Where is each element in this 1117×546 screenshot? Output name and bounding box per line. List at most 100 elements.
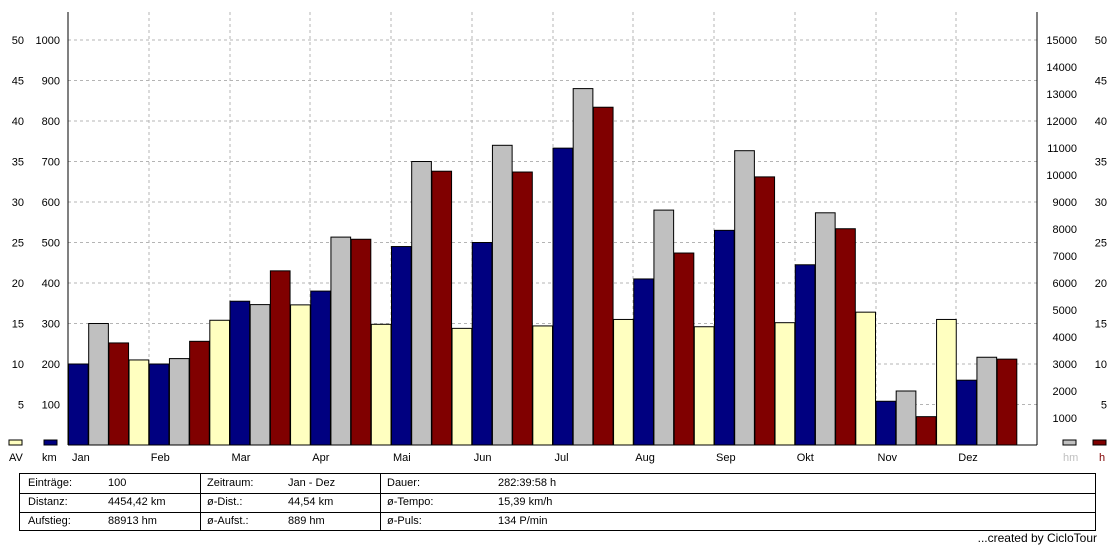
x-tick-label-Mar: Mar [232,452,251,464]
bar-AV-Feb [128,359,150,446]
stats-value: 88913 hm [108,515,157,527]
bar-hm-Jan [88,323,109,446]
left-outer-tick-label: 15 [12,319,24,331]
bar-h-Aug [673,252,695,446]
left-inner-tick-label: 700 [42,157,60,169]
x-tick-label-Jun: Jun [474,452,492,464]
left-inner-tick-label: 100 [42,400,60,412]
bar-hm-Apr [330,236,352,446]
bar-hm-Feb [168,358,190,446]
bar-h-Nov [915,416,937,446]
right-outer-tick-label: 14000 [1046,62,1077,74]
left-outer-tick-label: 45 [12,76,24,88]
x-tick-label-Aug: Aug [635,452,655,464]
bar-h-Mai [431,170,453,446]
right-outer-tick-label: 7000 [1053,251,1077,263]
bar-h-Dez [996,358,1018,446]
legend-swatch-km [43,439,58,446]
left-inner-tick-label: 800 [42,116,60,128]
legend-swatch-h [1092,439,1107,446]
right-outer-tick-label: 12000 [1046,116,1077,128]
bar-AV-Sep [693,326,715,446]
stats-table: Einträge: 100 Zeitraum: Jan - Dez Dauer: 282:… [19,473,1096,531]
bar-km-Dez [956,379,977,446]
bar-AV-Mai [370,323,392,446]
bar-km-Feb [148,363,170,446]
legend-label-hm: hm [1063,452,1078,464]
right-inner-tick-label: 50 [1095,35,1107,47]
left-inner-tick-label: 400 [42,278,60,290]
bar-h-Jan [108,342,130,446]
right-outer-tick-label: 5000 [1053,305,1077,317]
bar-km-Nov [875,400,897,446]
stats-value: 15,39 km/h [498,496,553,508]
bar-AV-Jul [532,325,553,446]
x-tick-label-Nov: Nov [878,452,898,464]
x-tick-label-Apr: Apr [312,452,329,464]
stats-label: ø-Puls: [387,515,422,527]
bar-h-Feb [189,340,210,446]
left-inner-tick-label: 1000 [36,35,60,47]
bar-h-Sep [754,176,776,446]
stats-label: Aufstieg: [28,515,71,527]
bar-AV-Jun [451,327,473,446]
stats-label: ø-Tempo: [387,496,434,508]
right-inner-tick-label: 45 [1095,76,1107,88]
stats-label: Dauer: [387,477,421,489]
left-inner-tick-label: 900 [42,76,60,88]
right-inner-tick-label: 30 [1095,197,1107,209]
bar-km-Jan [68,363,89,446]
right-outer-tick-label: 1000 [1053,413,1077,425]
chart: 5 10 15 20 25 30 35 40 45 50 100 200 300 400 500 600 700… [8,12,1107,464]
stats-value: 134 P/min [498,515,548,527]
bar-h-Jul [592,106,614,446]
stats-label: Einträge: [28,477,73,489]
footer-credit: ...created by CicloTour [977,531,1097,545]
left-outer-tick-label: 5 [18,400,24,412]
right-inner-tick-label: 25 [1095,238,1107,250]
stats-divider-h [20,512,1095,513]
x-tick-label-Jul: Jul [555,452,569,464]
stats-value: 4454,42 km [108,496,166,508]
right-inner-tick-label: 40 [1095,116,1107,128]
legend-label-h: h [1099,452,1105,464]
bar-hm-Jun [491,144,513,446]
bar-hm-Jul [572,88,594,446]
right-outer-tick-label: 13000 [1046,89,1077,101]
legend-label-km: km [42,452,57,464]
bar-AV-Nov [855,311,876,446]
left-outer-tick-label: 20 [12,278,24,290]
bar-hm-Aug [653,209,675,446]
bar-AV-Okt [774,322,796,446]
x-tick-label-Mai: Mai [393,452,411,464]
left-outer-tick-label: 35 [12,157,24,169]
right-outer-tick-label: 9000 [1053,197,1077,209]
right-outer-tick-label: 11000 [1047,143,1077,155]
bar-hm-Sep [734,150,755,446]
bar-h-Okt [835,228,856,446]
stats-value: 100 [108,477,127,489]
bar-AV-Dez [936,318,957,446]
x-tick-label-Sep: Sep [716,452,736,464]
stats-value: 889 hm [288,515,325,527]
left-outer-tick-label: 50 [12,35,24,47]
x-tick-label-Feb: Feb [151,452,170,464]
left-outer-tick-label: 30 [12,197,24,209]
stats-label: ø-Aufst.: [207,515,249,527]
stats-label: Zeitraum: [207,477,254,489]
right-inner-tick-label: 15 [1095,319,1107,331]
x-tick-label-Okt: Okt [797,452,814,464]
bar-km-Mai [391,246,412,446]
stats-label: Distanz: [28,496,68,508]
bar-hm-Dez [976,356,998,446]
right-outer-tick-label: 2000 [1053,386,1077,398]
stats-divider-h [20,493,1095,494]
bar-h-Mar [269,270,291,446]
left-outer-tick-label: 40 [12,116,24,128]
x-tick-label-Dez: Dez [958,452,978,464]
stats-value: 282:39:58 h [498,477,557,489]
legend-swatch-hm [1062,439,1077,446]
bar-km-Okt [794,264,816,446]
legend-label-AV: AV [9,452,24,464]
left-inner-tick-label: 300 [42,319,60,331]
